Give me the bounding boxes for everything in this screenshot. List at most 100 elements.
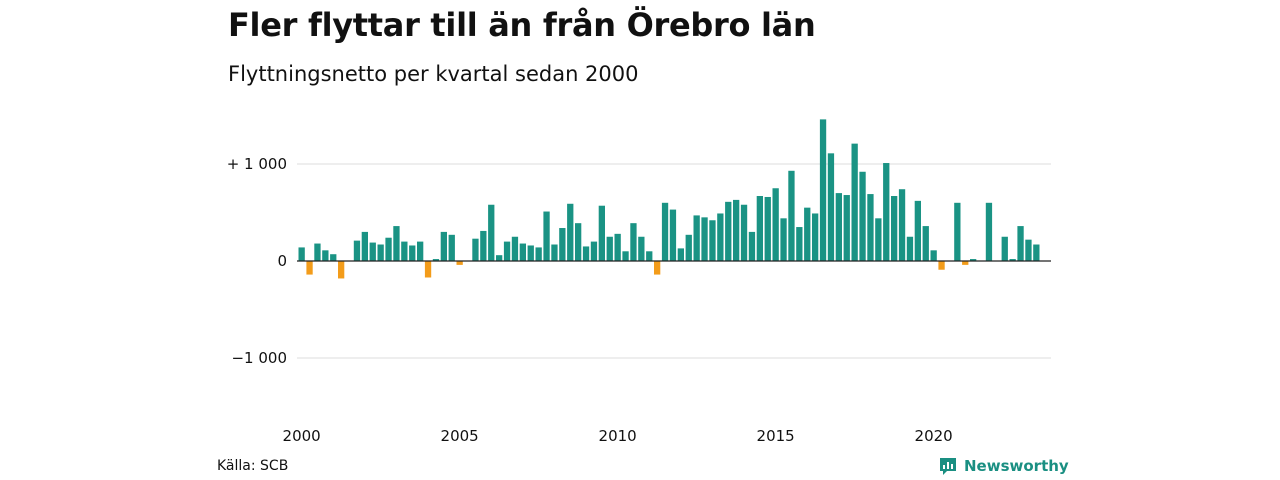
bar: [472, 238, 479, 261]
bar: [796, 227, 803, 261]
bar: [685, 234, 692, 261]
bar: [654, 261, 661, 275]
bar: [1009, 259, 1016, 261]
bar: [733, 199, 740, 261]
bar: [827, 153, 835, 261]
bar: [693, 215, 700, 261]
bar: [843, 195, 850, 261]
bar: [780, 218, 787, 261]
bar: [875, 218, 882, 261]
bar: [669, 209, 677, 261]
bar: [954, 202, 961, 261]
gridlines: [297, 163, 1051, 359]
bar: [432, 259, 440, 261]
bar: [496, 255, 503, 261]
bar: [322, 250, 329, 261]
bar: [962, 261, 969, 265]
bar: [725, 201, 732, 261]
bar: [417, 241, 424, 261]
y-tick-label: 0: [277, 252, 287, 270]
bar: [756, 196, 763, 261]
bar: [440, 231, 447, 261]
bar: [891, 196, 898, 261]
bar: [519, 243, 526, 261]
bar: [511, 236, 519, 261]
bar: [859, 171, 866, 261]
bar: [353, 240, 361, 261]
x-tick-label: 2020: [915, 427, 953, 445]
y-tick-label: + 1 000: [227, 155, 287, 173]
source-note: Källa: SCB: [217, 458, 289, 474]
bar: [401, 241, 408, 261]
bar: [835, 193, 842, 261]
bar: [677, 248, 684, 261]
bar: [970, 259, 977, 261]
bar: [898, 189, 906, 261]
newsworthy-logo-icon: [940, 458, 956, 475]
bar: [709, 220, 716, 261]
bar: [646, 251, 653, 261]
bar: [1001, 236, 1008, 261]
bar: [804, 207, 811, 261]
bar: [480, 230, 487, 261]
bar: [338, 261, 345, 279]
bar: [448, 234, 455, 261]
bar: [622, 251, 629, 261]
chart-subtitle: Flyttningsnetto per kvartal sedan 2000: [228, 62, 639, 86]
bar: [567, 203, 574, 261]
bar: [906, 236, 914, 261]
bar: [701, 217, 708, 261]
bar: [559, 228, 566, 261]
bar: [409, 245, 416, 261]
x-tick-label: 2005: [441, 427, 479, 445]
x-tick-label: 2015: [757, 427, 795, 445]
bar: [1025, 239, 1032, 261]
bar: [598, 205, 605, 261]
bar: [456, 261, 463, 265]
bar: [764, 196, 771, 261]
bar: [914, 200, 921, 261]
bar: [606, 236, 613, 261]
bar: [330, 254, 337, 261]
bar: [543, 211, 550, 261]
bar: [575, 223, 582, 261]
bar: [582, 246, 590, 261]
bar: [883, 163, 890, 261]
bar: [590, 241, 598, 261]
bar: [614, 233, 621, 261]
bar: [503, 241, 511, 261]
y-tick-label: −1 000: [231, 349, 287, 367]
bar: [661, 202, 669, 261]
bar: [298, 247, 305, 261]
bar: [393, 226, 400, 261]
newsworthy-logo: Newsworthy: [938, 456, 1069, 476]
x-tick-label: 2010: [599, 427, 637, 445]
bar: [748, 231, 756, 261]
bar: [361, 231, 368, 261]
bar: [812, 213, 819, 261]
bar: [306, 261, 313, 275]
x-axis-ticks: 2000 2005 2010 2015 2020: [283, 427, 953, 445]
bar: [369, 242, 376, 261]
bar: [740, 204, 748, 261]
bar: [922, 226, 929, 261]
bar: [638, 236, 645, 261]
bar: [535, 247, 542, 261]
bar: [385, 237, 392, 261]
bar: [788, 170, 795, 261]
bar: [930, 250, 937, 261]
chart-title: Fler flyttar till än från Örebro län: [228, 6, 816, 44]
bar: [314, 243, 321, 261]
bar: [377, 244, 384, 261]
brand-name: Newsworthy: [964, 457, 1069, 475]
bar: [772, 188, 779, 261]
bar: [424, 261, 432, 278]
bar: [630, 223, 637, 261]
x-tick-label: 2000: [283, 427, 321, 445]
bar: [551, 244, 558, 261]
bar: [938, 261, 945, 270]
bars: [298, 119, 1040, 279]
bar: [819, 119, 827, 261]
bar: [985, 202, 993, 261]
